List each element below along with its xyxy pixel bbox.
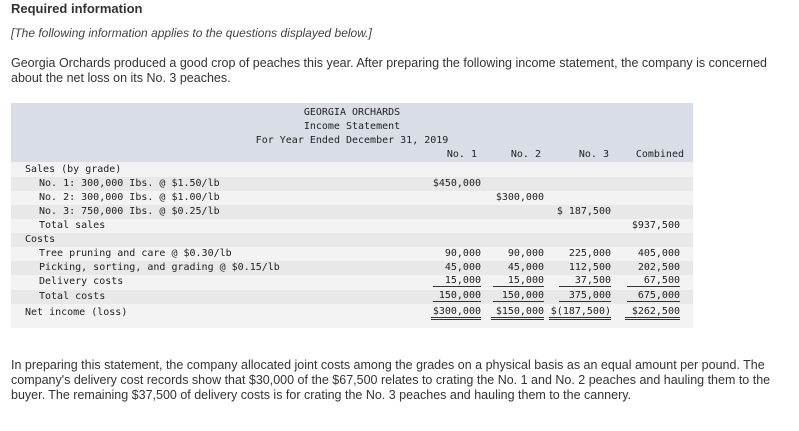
- column-header-no3: No. 3: [578, 149, 609, 160]
- section-title: Required information: [11, 1, 143, 16]
- cell-no3: 112,500: [568, 262, 611, 273]
- cell-no2: 90,000: [507, 248, 544, 259]
- cell-no3: 37,500: [559, 275, 611, 287]
- row-label: No. 3: 750,000 Ibs. @ $0.25/lb: [39, 206, 220, 217]
- cell-combined: 675,000: [627, 290, 680, 302]
- cell-combined: 405,000: [637, 248, 680, 259]
- cell-no1: $450,000: [432, 178, 481, 189]
- row-label: No. 1: 300,000 Ibs. @ $1.50/lb: [39, 178, 220, 189]
- intro-paragraph: Georgia Orchards produced a good crop of…: [11, 56, 767, 85]
- cell-no3: 375,000: [559, 290, 611, 302]
- cell-no2: $150,000: [491, 306, 544, 320]
- table-row: Picking, sorting, and grading @ $0.15/lb…: [11, 261, 693, 275]
- column-header-no2: No. 2: [510, 149, 541, 160]
- row-label: Costs: [25, 234, 56, 245]
- cell-no2: $300,000: [495, 192, 544, 203]
- row-label: No. 2: 300,000 Ibs. @ $1.00/lb: [39, 192, 220, 203]
- row-label: Delivery costs: [39, 276, 124, 287]
- table-row: Total costs 150,000 150,000 375,000 675,…: [11, 290, 693, 304]
- cell-no1: 90,000: [444, 248, 481, 259]
- statement-name: Income Statement: [303, 121, 401, 132]
- row-label: Total sales: [39, 220, 106, 231]
- cell-no2: 150,000: [493, 290, 544, 302]
- cell-no2: 45,000: [507, 262, 544, 273]
- cell-combined: 67,500: [627, 275, 680, 287]
- statement-header: [11, 103, 693, 162]
- closing-paragraph: In preparing this statement, the company…: [11, 358, 771, 402]
- cell-no1: $300,000: [431, 306, 481, 320]
- table-row: No. 1: 300,000 Ibs. @ $1.50/lb $450,000: [11, 177, 693, 191]
- table-row: Net income (loss) $300,000 $150,000 $(18…: [11, 306, 693, 320]
- cell-no3: 225,000: [568, 248, 611, 259]
- instruction-note: [The following information applies to th…: [11, 26, 372, 40]
- column-header-no1: No. 1: [446, 149, 477, 160]
- cell-no3: $ 187,500: [556, 206, 611, 217]
- table-row: No. 2: 300,000 Ibs. @ $1.00/lb $300,000: [11, 191, 693, 205]
- income-statement: GEORGIA ORCHARDS Income Statement For Ye…: [11, 103, 693, 328]
- statement-period: For Year Ended December 31, 2019: [255, 135, 449, 146]
- table-row: Total sales $937,500: [11, 219, 693, 233]
- table-row: No. 3: 750,000 Ibs. @ $0.25/lb $ 187,500: [11, 205, 693, 219]
- table-row: Costs: [11, 233, 693, 247]
- row-label: Net income (loss): [25, 307, 128, 318]
- cell-combined: $937,500: [631, 220, 680, 231]
- table-row: Delivery costs 15,000 15,000 37,500 67,5…: [11, 275, 693, 289]
- cell-combined: $262,500: [625, 306, 680, 320]
- row-label: Sales (by grade): [25, 164, 122, 175]
- cell-no3: $(187,500): [549, 306, 611, 320]
- table-row: Tree pruning and care @ $0.30/lb 90,000 …: [11, 247, 693, 261]
- company-name: GEORGIA ORCHARDS: [303, 107, 401, 118]
- cell-no1: 15,000: [433, 275, 481, 287]
- cell-combined: 202,500: [637, 262, 680, 273]
- cell-no1: 45,000: [444, 262, 481, 273]
- row-label: Total costs: [39, 291, 106, 302]
- row-label: Tree pruning and care @ $0.30/lb: [39, 248, 232, 259]
- row-label: Picking, sorting, and grading @ $0.15/lb: [39, 262, 280, 273]
- cell-no1: 150,000: [433, 290, 481, 302]
- table-row: Sales (by grade): [11, 163, 693, 177]
- cell-no2: 15,000: [493, 275, 544, 287]
- column-header-combined: Combined: [635, 149, 684, 160]
